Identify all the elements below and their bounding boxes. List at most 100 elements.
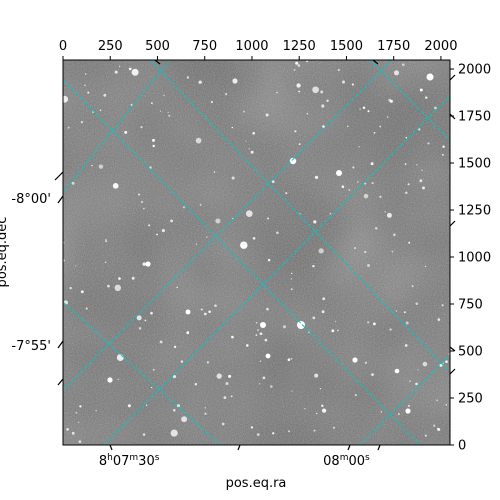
star [127,404,131,408]
bright-star [289,157,297,165]
grid-line [369,60,450,141]
y-tick-label: 1250 [458,204,491,219]
star [231,176,235,180]
world-tick-mark [154,59,161,65]
star [314,175,319,179]
star [272,432,275,435]
star [246,344,249,347]
star [63,259,66,262]
star [71,181,75,185]
star [252,132,255,135]
bright-star [394,368,400,374]
dec-tick-label: -8°00' [11,192,51,207]
star [156,233,159,236]
star [314,373,319,378]
star [379,125,382,128]
bright-star [260,322,266,328]
star [312,86,319,94]
star [333,426,335,429]
star [271,180,275,184]
bright-star [265,353,271,359]
star [186,331,190,335]
star [161,229,165,233]
star [259,332,263,336]
star [210,100,213,104]
star [395,310,398,312]
star [422,361,428,367]
star [398,413,400,415]
star [258,383,261,385]
x-tick-label: 1250 [283,39,316,54]
star [170,219,174,223]
star [112,183,119,189]
star [79,405,82,408]
y-tick-label: 0 [458,439,466,454]
star [321,408,327,413]
star [421,169,423,171]
star [291,272,293,275]
star [298,90,300,93]
star [408,241,411,244]
star [198,80,202,84]
world-tick-mark [372,59,379,65]
star [195,243,198,245]
star [231,126,234,129]
world-tick-mark [377,444,381,451]
star [66,428,69,431]
star [84,73,87,75]
star [285,192,288,195]
star [433,424,436,427]
star [257,329,259,331]
y-tick-label: 1500 [458,157,491,172]
x-tick-label: 1500 [330,39,363,54]
star [415,382,418,386]
world-tick-mark [54,171,64,181]
star [287,430,291,433]
star [266,307,269,311]
star [228,374,232,378]
star [294,130,297,133]
star [287,358,291,361]
star [370,162,374,166]
star [389,328,392,331]
star [264,338,268,342]
star [404,344,408,347]
bright-star [352,357,358,363]
star [138,193,140,196]
star [114,284,122,292]
star [140,126,143,129]
star [181,416,188,423]
star [276,91,278,94]
star [150,386,153,389]
star [221,422,225,426]
star [326,99,329,102]
star [419,179,423,183]
x-tick-label: 500 [145,39,170,54]
world-tick-mark [347,444,351,451]
star [437,427,439,430]
grid-line [149,60,450,373]
star [306,113,308,115]
star [419,88,423,92]
star [142,433,146,436]
star [402,63,405,66]
y-tick-label: 250 [458,392,483,407]
pixel-y-ticks-right: 0 250 500 750 1000 1250 1500 1750 2000 [450,63,491,454]
bright-star [185,309,191,315]
star [422,186,425,190]
star [373,322,376,326]
x-tick-label: 1000 [235,39,268,54]
world-tick-mark [57,340,64,349]
world-tick-mark [449,74,456,81]
x-axis-label: pos.eq.ra [226,476,287,491]
star [298,143,301,145]
star [159,340,163,344]
star [243,110,245,113]
star [424,265,427,268]
star [367,321,370,324]
ra-tick-label: 8h07m30s [99,453,160,469]
star [176,286,178,289]
star [195,137,202,144]
star [85,307,88,310]
star [223,396,227,399]
